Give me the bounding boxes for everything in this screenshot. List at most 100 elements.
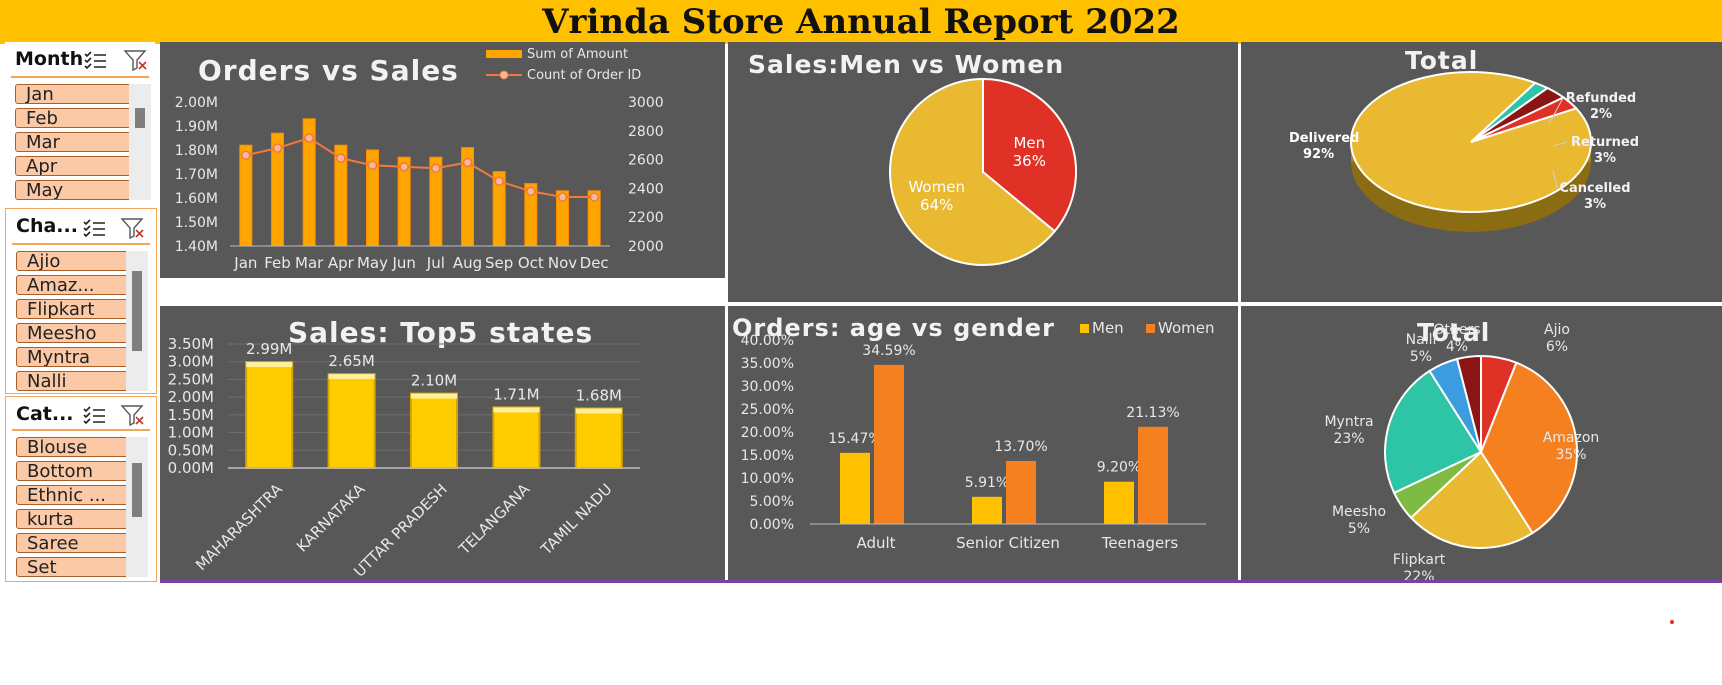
legend-label: Men — [1092, 319, 1124, 337]
data-label: 1.71M — [493, 385, 539, 403]
bar — [574, 407, 623, 470]
slicer-month[interactable]: Month Jan Feb Mar Apr May — [5, 42, 155, 202]
orders-vs-sales-title: Orders vs Sales — [198, 54, 459, 87]
slicer-item[interactable]: Myntra — [16, 347, 132, 367]
y2-tick-label: 2600 — [628, 153, 664, 169]
scrollbar-thumb[interactable] — [132, 463, 142, 517]
panel-orders-vs-sales: Orders vs Sales 1.40M 1.50M 1.60M 1.70M 1.80… — [160, 42, 725, 278]
y2-tick-label: 2400 — [628, 181, 664, 197]
line-point — [494, 176, 504, 186]
slicer-item[interactable]: Nalli — [16, 371, 132, 391]
y-tick-label: 1.90M — [175, 119, 218, 135]
pie-label: Delivered — [1289, 131, 1359, 146]
slicer-scrollbar[interactable] — [129, 84, 151, 200]
y-tick-label: 1.40M — [175, 239, 218, 255]
slicer-item[interactable]: Set — [16, 557, 132, 577]
bar — [492, 406, 541, 469]
x-tick-label: Aug — [453, 254, 482, 272]
bar — [874, 364, 904, 524]
bar — [1006, 460, 1036, 524]
leader-line — [1552, 141, 1568, 147]
y-tick-label: 0.00M — [168, 459, 214, 477]
men-vs-women-title: Sales:Men vs Women — [748, 50, 1065, 79]
panel-order-status: Total Delivered 92% Refunded 2% Returned 3% Ca… — [1241, 42, 1722, 302]
slicer-scrollbar[interactable] — [126, 437, 148, 577]
pie-pct: 6% — [1546, 339, 1568, 355]
multi-select-icon[interactable] — [82, 218, 106, 238]
slicer-item[interactable]: Flipkart — [16, 299, 132, 319]
slicer-item[interactable]: Jan — [15, 84, 131, 104]
leader-line — [1548, 97, 1564, 125]
pie-slice — [1470, 96, 1578, 143]
x-tick-label: Oct — [518, 254, 544, 272]
legend-swatch — [1080, 324, 1089, 333]
slicer-item[interactable]: Bottom — [16, 461, 132, 481]
bar-highlight — [575, 408, 622, 414]
data-label: 1.68M — [576, 386, 622, 404]
slicer-item[interactable]: Blouse — [16, 437, 132, 457]
legend-label: Women — [1158, 319, 1214, 337]
y-tick-label: 0.00% — [750, 517, 794, 533]
clear-filter-icon[interactable] — [120, 216, 146, 240]
slicer-item[interactable]: Amaz... — [16, 275, 132, 295]
pie-pct: 92% — [1303, 147, 1334, 162]
slicer-item[interactable]: Ethnic ... — [16, 485, 132, 505]
slicer-item[interactable]: Apr — [15, 156, 131, 176]
data-label: 15.47% — [828, 431, 881, 447]
scrollbar-thumb[interactable] — [135, 108, 145, 128]
slicer-channel[interactable]: Cha... Ajio Amaz... Flipkart Meesho Mynt… — [5, 208, 157, 394]
y2-tick-label: 3000 — [628, 95, 664, 111]
y2-tick-label: 2000 — [628, 239, 664, 255]
x-tick-label: Teenagers — [1101, 534, 1179, 552]
y-tick-label: 1.50M — [175, 215, 218, 231]
clear-filter-icon[interactable] — [123, 48, 149, 72]
slicer-item[interactable]: kurta — [16, 509, 132, 529]
y-tick-label: 15.00% — [741, 448, 794, 464]
line-point — [399, 162, 409, 172]
pie-pct: 35% — [1555, 447, 1586, 463]
line-point — [557, 192, 568, 202]
line-point — [462, 157, 473, 168]
x-tick-label: Jan — [233, 254, 257, 272]
slicer-category[interactable]: Cat... Blouse Bottom Ethnic ... kurta Sa… — [5, 396, 157, 582]
slicer-item[interactable]: Ajio — [16, 251, 132, 271]
slicer-item[interactable]: Meesho — [16, 323, 132, 343]
slicer-item[interactable]: Feb — [15, 108, 131, 128]
report-title: Vrinda Store Annual Report 2022 — [542, 2, 1180, 42]
pie-label: Women — [908, 178, 964, 196]
bar — [410, 392, 458, 469]
slicer-item[interactable]: Saree — [16, 533, 132, 553]
y-tick-label: 20.00% — [741, 425, 794, 441]
slicer-divider — [12, 243, 150, 245]
orders-vs-sales-chart: 1.40M 1.50M 1.60M 1.70M 1.80M 1.90M 2.00M 2000 2… — [175, 47, 664, 272]
panel-age-gender: Orders: age vs gender 0.00% 5.00% 10.00% 15… — [728, 306, 1238, 580]
bottom-divider — [160, 580, 1722, 583]
slicer-scrollbar[interactable] — [126, 251, 148, 391]
order-status-chart: Delivered92%Refunded2%Returned3%Cancelle… — [1289, 71, 1639, 232]
clear-filter-icon[interactable] — [120, 403, 146, 427]
slicer-divider — [11, 76, 149, 78]
leader-line — [1552, 169, 1558, 189]
scrollbar-thumb[interactable] — [132, 271, 142, 351]
x-tick-label: Adult — [856, 534, 895, 552]
slicer-item[interactable]: Mar — [15, 132, 131, 152]
y-tick-label: 1.00M — [168, 424, 214, 442]
multi-select-icon[interactable] — [82, 405, 106, 425]
multi-select-icon[interactable] — [83, 50, 107, 70]
pie-pct: 23% — [1333, 431, 1364, 447]
pie-pct: 3% — [1594, 151, 1616, 166]
pie-label: Refunded — [1566, 91, 1636, 106]
x-tick-label: Mar — [295, 254, 324, 272]
y-tick-label: 1.50M — [168, 406, 214, 424]
line-point — [589, 192, 599, 202]
bar — [245, 361, 294, 469]
legend-label: Count of Order ID — [527, 68, 641, 83]
pie-label: Nalli — [1406, 332, 1437, 348]
panel-men-vs-women: Sales:Men vs Women Men 36% Women 64% — [728, 42, 1238, 302]
x-tick-label: Dec — [580, 254, 609, 272]
pie-pct: 5% — [1348, 521, 1370, 537]
series-line — [245, 136, 595, 199]
legend-swatch-bar — [486, 50, 522, 58]
slicer-item[interactable]: May — [15, 180, 131, 200]
channels-chart: Ajio6%Amazon35%Flipkart22%Meesho5%Myntra… — [1324, 322, 1599, 580]
